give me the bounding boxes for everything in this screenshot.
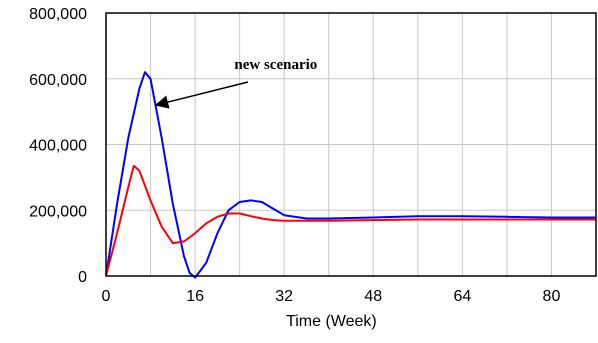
plot-border [105,12,597,277]
y-tick-label: 800,000 [29,6,87,23]
x-tick-label: 64 [453,288,471,305]
x-tick-label: 32 [275,288,293,305]
y-tick-label: 0 [78,269,87,286]
series-layer [105,71,596,279]
x-axis-label: Time (Week) [286,313,377,330]
y-tick-label: 200,000 [29,203,87,220]
annotations: new scenario [154,57,317,109]
x-tick-label: 80 [543,288,561,305]
x-tick-label: 0 [102,288,111,305]
y-axis-ticks: 0 200,000 400,000 600,000 800,000 [29,6,87,286]
x-axis-ticks: 0 16 32 48 64 80 [102,288,561,305]
annotation-arrow [154,81,249,109]
y-tick-label: 600,000 [29,72,87,89]
series-line-2 [105,164,596,277]
y-tick-label: 400,000 [29,138,87,155]
x-tick-label: 16 [186,288,204,305]
annotation-label: new scenario [234,57,317,73]
series-line-1 [105,71,596,279]
x-tick-label: 48 [364,288,382,305]
